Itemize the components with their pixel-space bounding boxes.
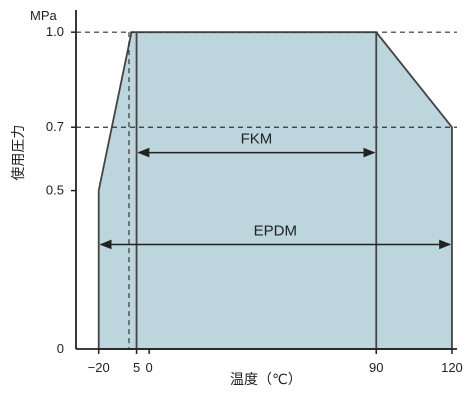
- y-tick-label: 0: [57, 341, 64, 356]
- plot-area: FKM EPDM: [76, 31, 457, 350]
- x-axis-title: 温度（℃）: [230, 372, 302, 388]
- y-tick-label: 1.0: [46, 24, 64, 39]
- x-tick-label: 0: [146, 360, 153, 375]
- x-tick-label: 90: [369, 360, 383, 375]
- x-tick-label: 5: [133, 360, 140, 375]
- y-tick-label: 0.5: [46, 183, 64, 198]
- x-tick-label: 120: [441, 360, 463, 375]
- axes: [71, 10, 457, 354]
- y-unit-label: MPa: [30, 8, 58, 23]
- x-tick-label: −20: [88, 360, 110, 375]
- range-label-fkm: FKM: [241, 131, 273, 148]
- range-label-epdm: EPDM: [254, 222, 297, 239]
- y-tick-label: 0.7: [46, 119, 64, 134]
- y-axis-title: 使用圧力: [10, 125, 27, 181]
- operating-envelope-area: [97, 31, 453, 350]
